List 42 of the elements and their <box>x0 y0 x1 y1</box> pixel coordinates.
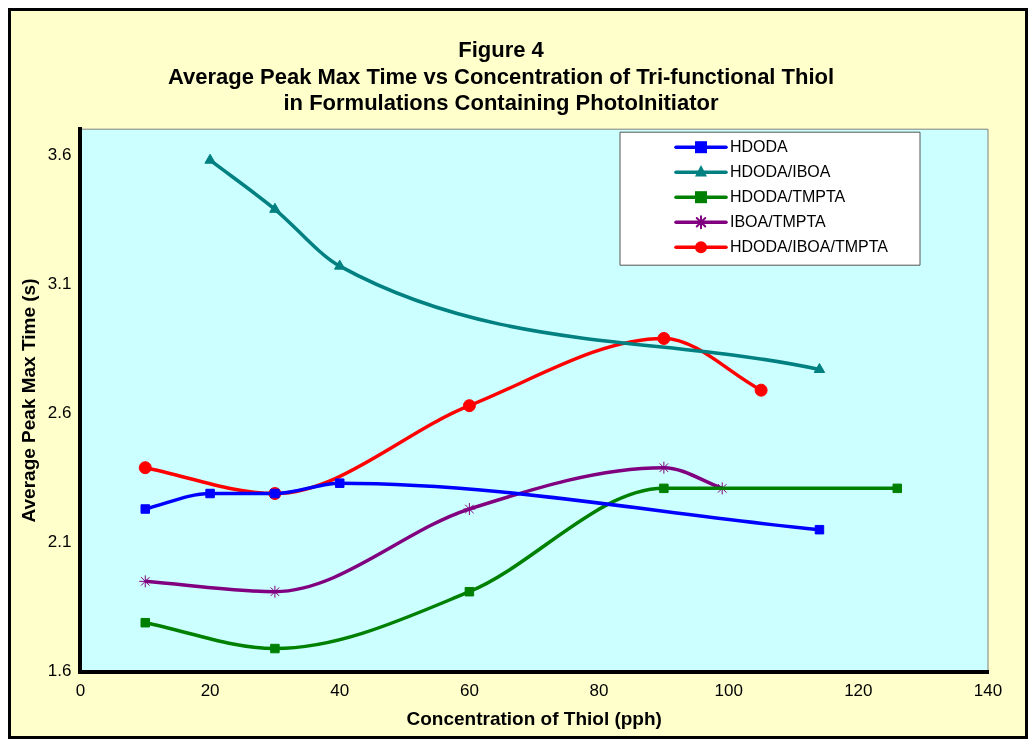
x-tick-label: 0 <box>75 680 86 700</box>
x-axis-title: Concentration of Thiol (pph) <box>406 707 662 729</box>
y-tick-label: 2.6 <box>47 403 72 423</box>
point <box>754 383 768 397</box>
point <box>205 488 215 499</box>
y-tick-label: 3.6 <box>47 144 72 164</box>
point <box>270 643 280 654</box>
x-tick-label: 60 <box>459 680 479 700</box>
point <box>814 524 825 535</box>
x-tick-label: 20 <box>200 680 220 700</box>
point <box>657 461 671 475</box>
y-axis-title: Average Peak Max Time (s) <box>17 278 39 523</box>
y-tick-label: 1.6 <box>47 661 72 681</box>
legend-label: IBOA/TMPTA <box>730 212 827 230</box>
point <box>269 202 281 213</box>
point <box>138 574 152 588</box>
point <box>335 478 345 488</box>
point <box>140 617 150 628</box>
legend-label: HDODA/IBOA <box>730 162 831 180</box>
point <box>462 399 476 413</box>
point <box>204 153 216 164</box>
point <box>464 586 475 597</box>
point <box>268 585 282 599</box>
x-tick-label: 100 <box>714 680 743 700</box>
x-tick-label: 40 <box>330 680 350 700</box>
point <box>892 483 902 494</box>
point <box>657 331 671 345</box>
legend-label: HDODA <box>730 137 789 155</box>
legend-label: HDODA/IBOA/TMPTA <box>730 237 889 255</box>
y-tick-label: 3.1 <box>47 273 72 293</box>
x-tick-label: 80 <box>589 680 609 700</box>
point <box>140 504 150 514</box>
point <box>813 362 826 373</box>
legend-label: HDODA/TMPTA <box>730 187 846 205</box>
y-tick-label: 2.1 <box>47 532 72 552</box>
x-tick-label: 140 <box>973 680 1003 700</box>
point <box>462 502 476 516</box>
x-tick-label: 120 <box>844 680 873 700</box>
chart-title: Figure 4 Average Peak Max Time vs Concentration of Tri-functional Thiol in Formulations Containing PhotoInitiator <box>167 37 835 116</box>
point <box>659 483 669 494</box>
point <box>715 481 729 495</box>
point <box>138 461 152 475</box>
